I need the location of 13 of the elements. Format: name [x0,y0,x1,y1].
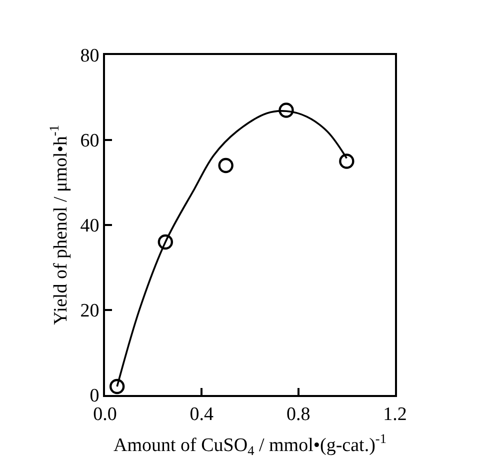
x-tick-label: 0.4 [190,404,214,425]
point [109,378,125,394]
point [339,154,354,169]
y-tick-label: 60 [80,130,100,152]
y-tick-label: 20 [80,300,100,322]
point [218,158,234,174]
x-tick-label: 1.2 [383,404,407,425]
point [278,102,294,118]
x-axis-title: Amount of CuSO$_{4}$ / mmol•(g-cat.)$^{-1}$ [114,431,386,458]
point [158,234,174,250]
y-tick-label: 80 [80,46,100,67]
x-tick-label: 0.8 [286,404,310,425]
y-tick-label: 40 [80,216,100,237]
